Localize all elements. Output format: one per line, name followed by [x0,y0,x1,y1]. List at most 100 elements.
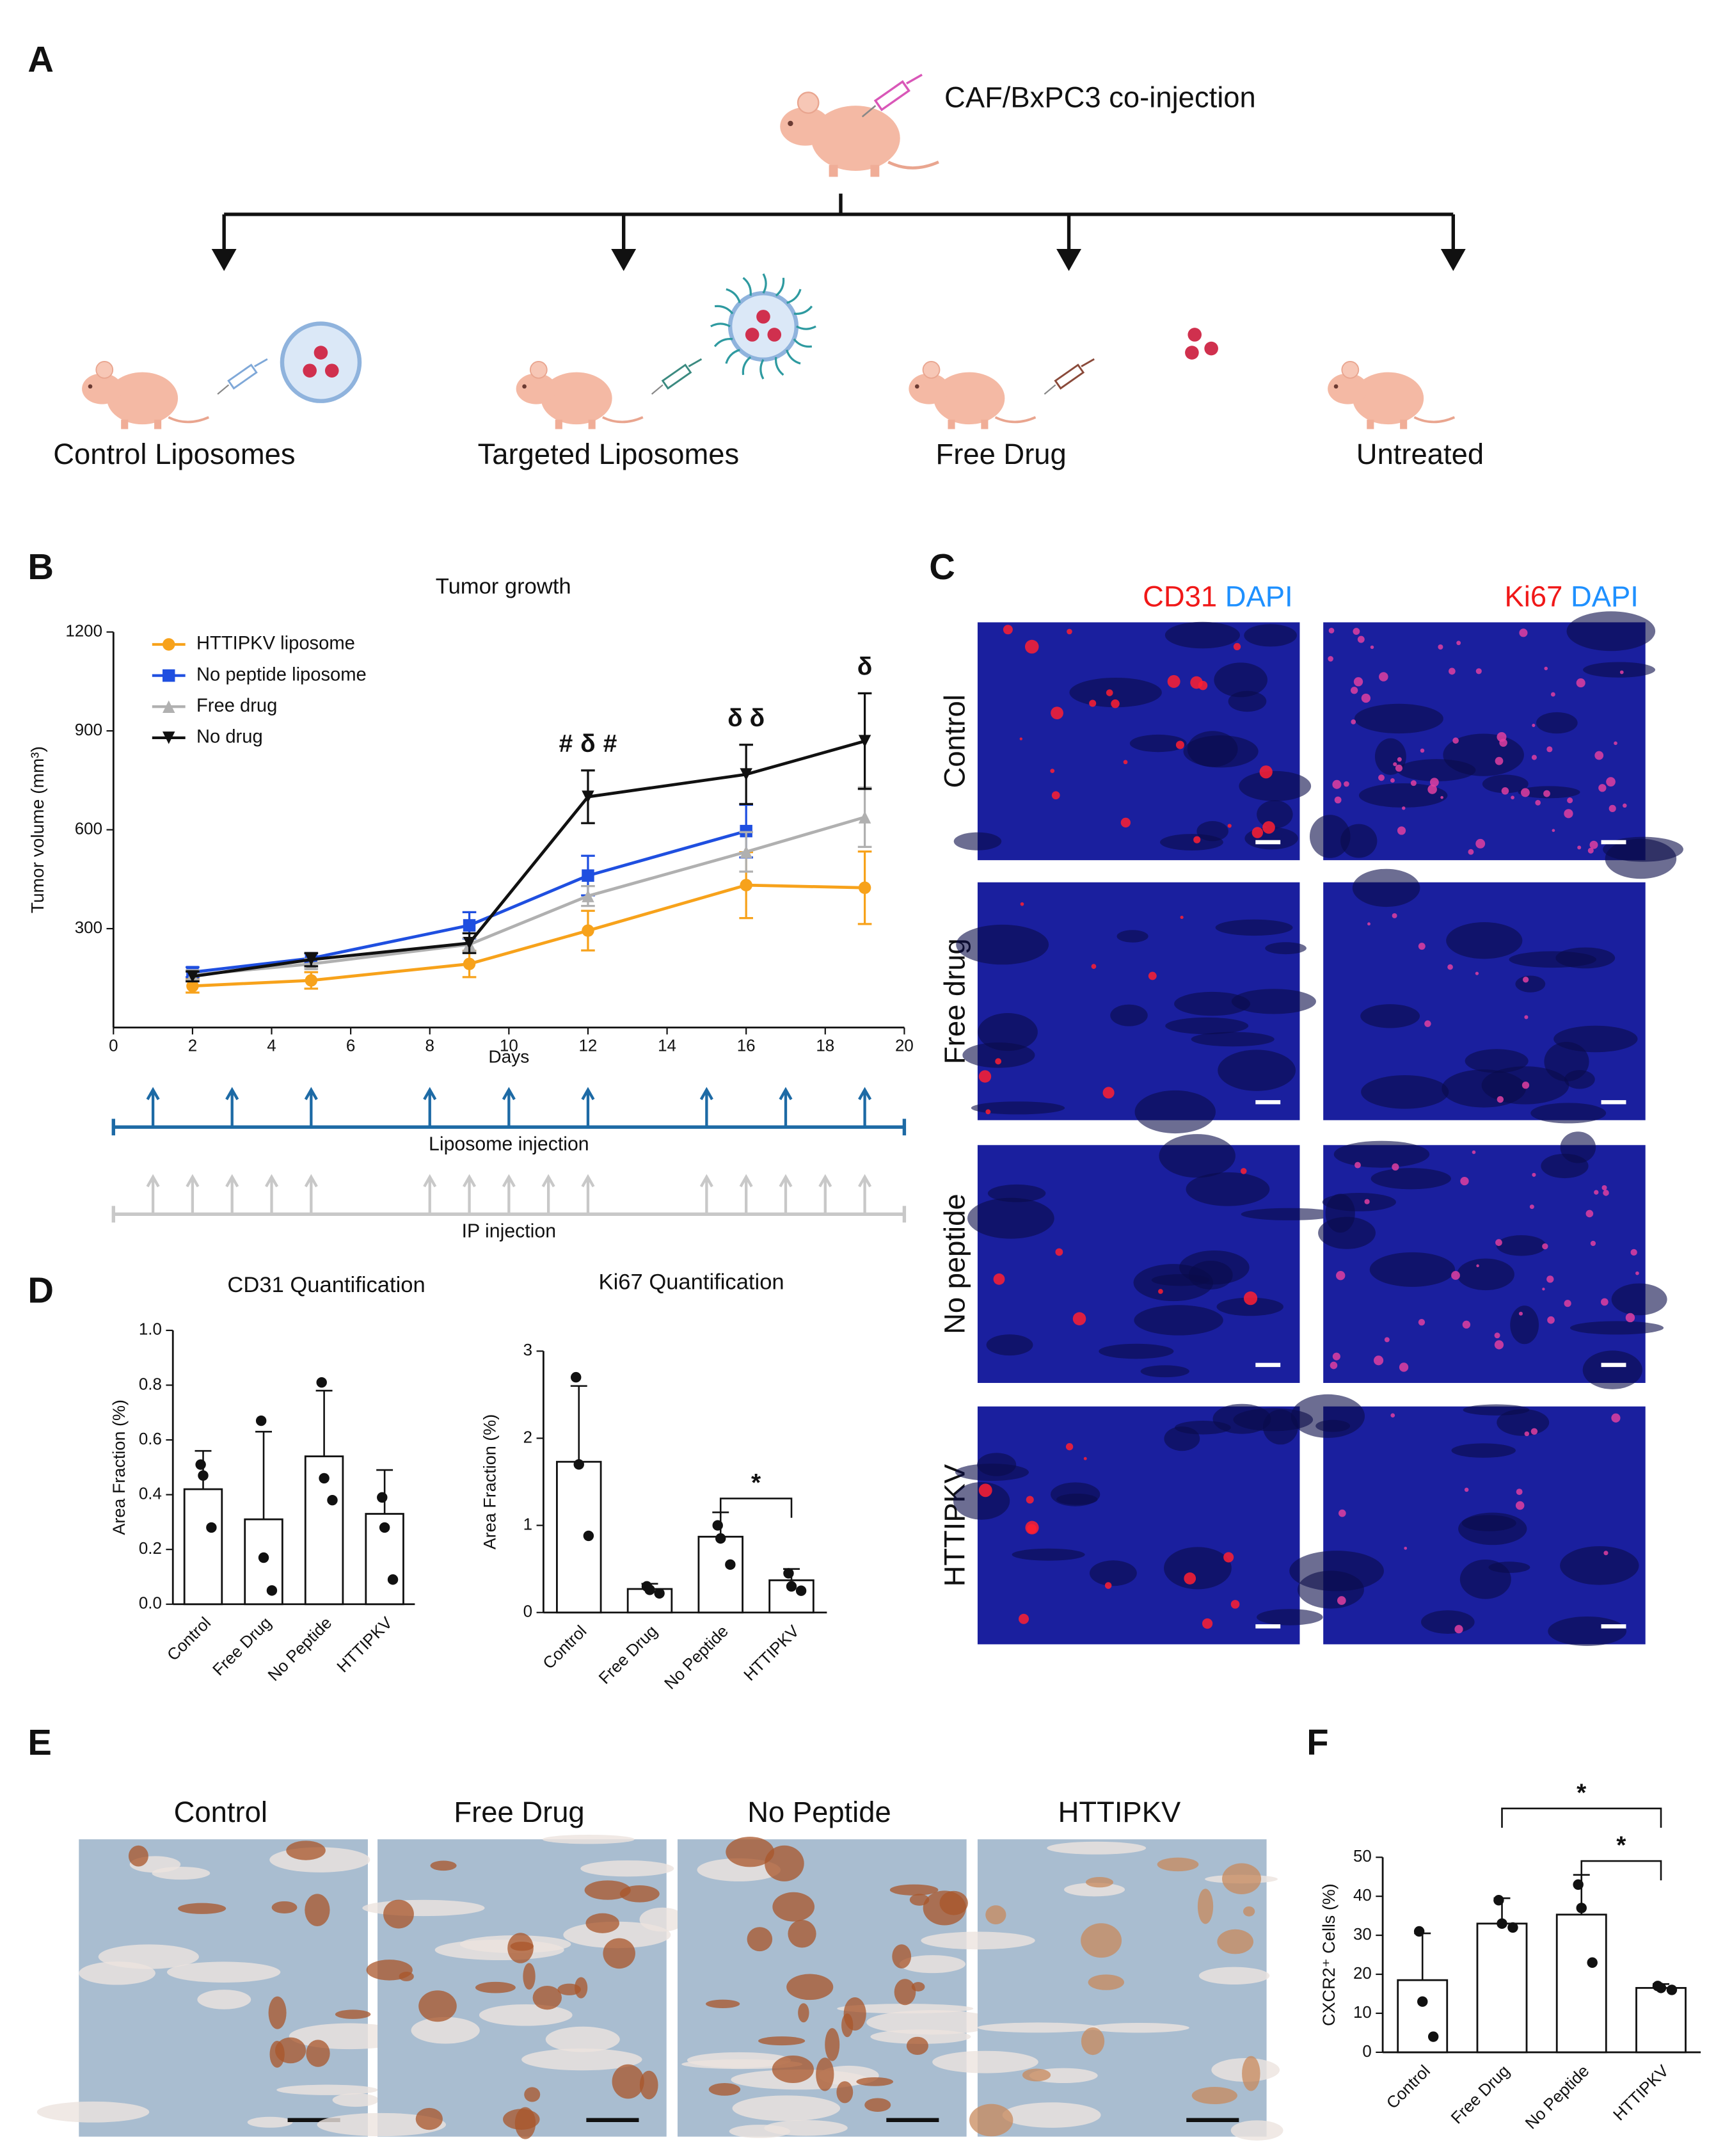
ihc-stroma [1230,2120,1283,2141]
injection-label: CAF/BxPC3 co-injection [944,81,1256,114]
micrograph-signal [1497,1096,1504,1103]
micrograph-signal [1420,748,1425,753]
micrograph-texture [956,924,1049,965]
micrograph-signal [1067,628,1072,635]
micrograph-signal [1003,625,1013,635]
micrograph-signal [1454,1625,1463,1634]
micrograph-signal [1589,840,1598,849]
mouse-icon [1326,360,1456,431]
injection-arrow [304,1174,318,1215]
micrograph-signal [1392,1163,1399,1171]
micrograph-texture [1560,1546,1639,1585]
micrograph-texture [1361,1075,1449,1109]
significance-mark: δ [580,730,596,758]
chart-title: Ki67 Quantification [599,1270,784,1295]
ihc-stain [1157,1857,1199,1872]
x-tick-label: 18 [816,1037,834,1055]
data-point [316,1377,327,1388]
data-point [1573,1879,1584,1890]
ihc-stain [430,1860,457,1871]
micrograph-signal [1027,1524,1037,1534]
tree-arrowhead [611,248,637,271]
micrograph-texture [1582,1350,1642,1389]
micrograph-signal [1020,902,1024,906]
micrograph-signal [1547,1316,1555,1324]
micrograph-texture [1497,1409,1550,1436]
micrograph-signal [1404,1546,1408,1550]
ihc-stain [843,1997,866,2031]
micrograph-signal [1600,1298,1609,1306]
data-point [463,919,476,932]
data-point [186,980,199,993]
liposome-peptide [742,276,752,296]
injection-arrow [779,1174,793,1215]
y-tick-label: 0 [523,1603,532,1621]
micrograph-texture [1458,1512,1527,1545]
panel-label: A [28,39,54,79]
micrograph-signal [1019,1613,1029,1624]
micrograph-signal [1587,847,1594,854]
y-tick-label: 900 [75,721,102,739]
micrograph-signal [1072,1312,1086,1325]
micrograph-texture [1110,1004,1148,1026]
micrograph-signal [1544,666,1548,671]
injection-arrow [581,1087,595,1128]
data-point [858,811,871,824]
ihc-stain [603,1938,635,1969]
legend-marker [163,731,175,744]
ihc-stain [178,1903,226,1914]
micrograph-texture [1569,1321,1664,1335]
micrograph-texture [1244,624,1297,647]
micrograph-signal [1024,639,1039,654]
micrograph-signal [1495,1239,1502,1246]
x-tick-label: Free Drug [1448,2062,1513,2127]
x-axis-label: Days [488,1047,529,1067]
data-point [255,1415,267,1426]
x-tick-label: 0 [109,1037,118,1055]
data-point [795,1585,807,1596]
ihc-stroma [1198,1967,1270,1984]
ihc-stain [708,2082,741,2096]
x-tick-label: 4 [267,1037,276,1055]
micrograph-signal [993,1273,1005,1285]
injection-arrow [146,1174,160,1215]
x-tick-label: 20 [895,1037,914,1055]
data-point [327,1494,338,1506]
data-point [266,1585,278,1596]
micrograph-signal [1623,803,1627,808]
ihc-stroma [36,2101,150,2123]
liposome-peptide [796,325,816,330]
ihc-stain [503,2109,540,2130]
micrograph-signal [1393,762,1397,767]
micrograph-signal [1390,778,1395,783]
micrograph-signal [1611,1413,1621,1423]
micrograph-signal [1552,829,1555,833]
micrograph-signal [1614,741,1617,746]
ihc-stain [1243,1906,1255,1917]
significance-mark: # [559,730,573,758]
legend-marker [163,700,175,713]
ihc-stain [889,1884,939,1896]
micrograph-texture [1239,771,1312,801]
micrograph-texture [1360,1004,1420,1028]
error-bar [195,1449,212,1490]
micrograph-texture [1510,1306,1539,1345]
micrograph-texture [1566,611,1656,651]
ihc-stain [772,1892,815,1922]
ihc-stroma [545,2026,620,2052]
liposome-icon [280,321,362,403]
data-point [740,768,752,781]
micrograph-texture [1496,1235,1546,1256]
micrograph-signal [1530,1428,1538,1435]
data-point [1507,1922,1518,1933]
ihc-stroma [276,2084,378,2095]
ihc-stroma [921,1931,1035,1950]
ihc-stain [765,1845,804,1881]
y-tick-label: 50 [1353,1848,1372,1865]
ihc-stain [758,2036,806,2046]
y-tick-label: 1200 [65,622,102,640]
ihc-stain [1197,1888,1214,1924]
mouse-icon [81,360,211,431]
micrograph-signal [1532,723,1536,728]
micrograph-signal [1429,778,1439,787]
